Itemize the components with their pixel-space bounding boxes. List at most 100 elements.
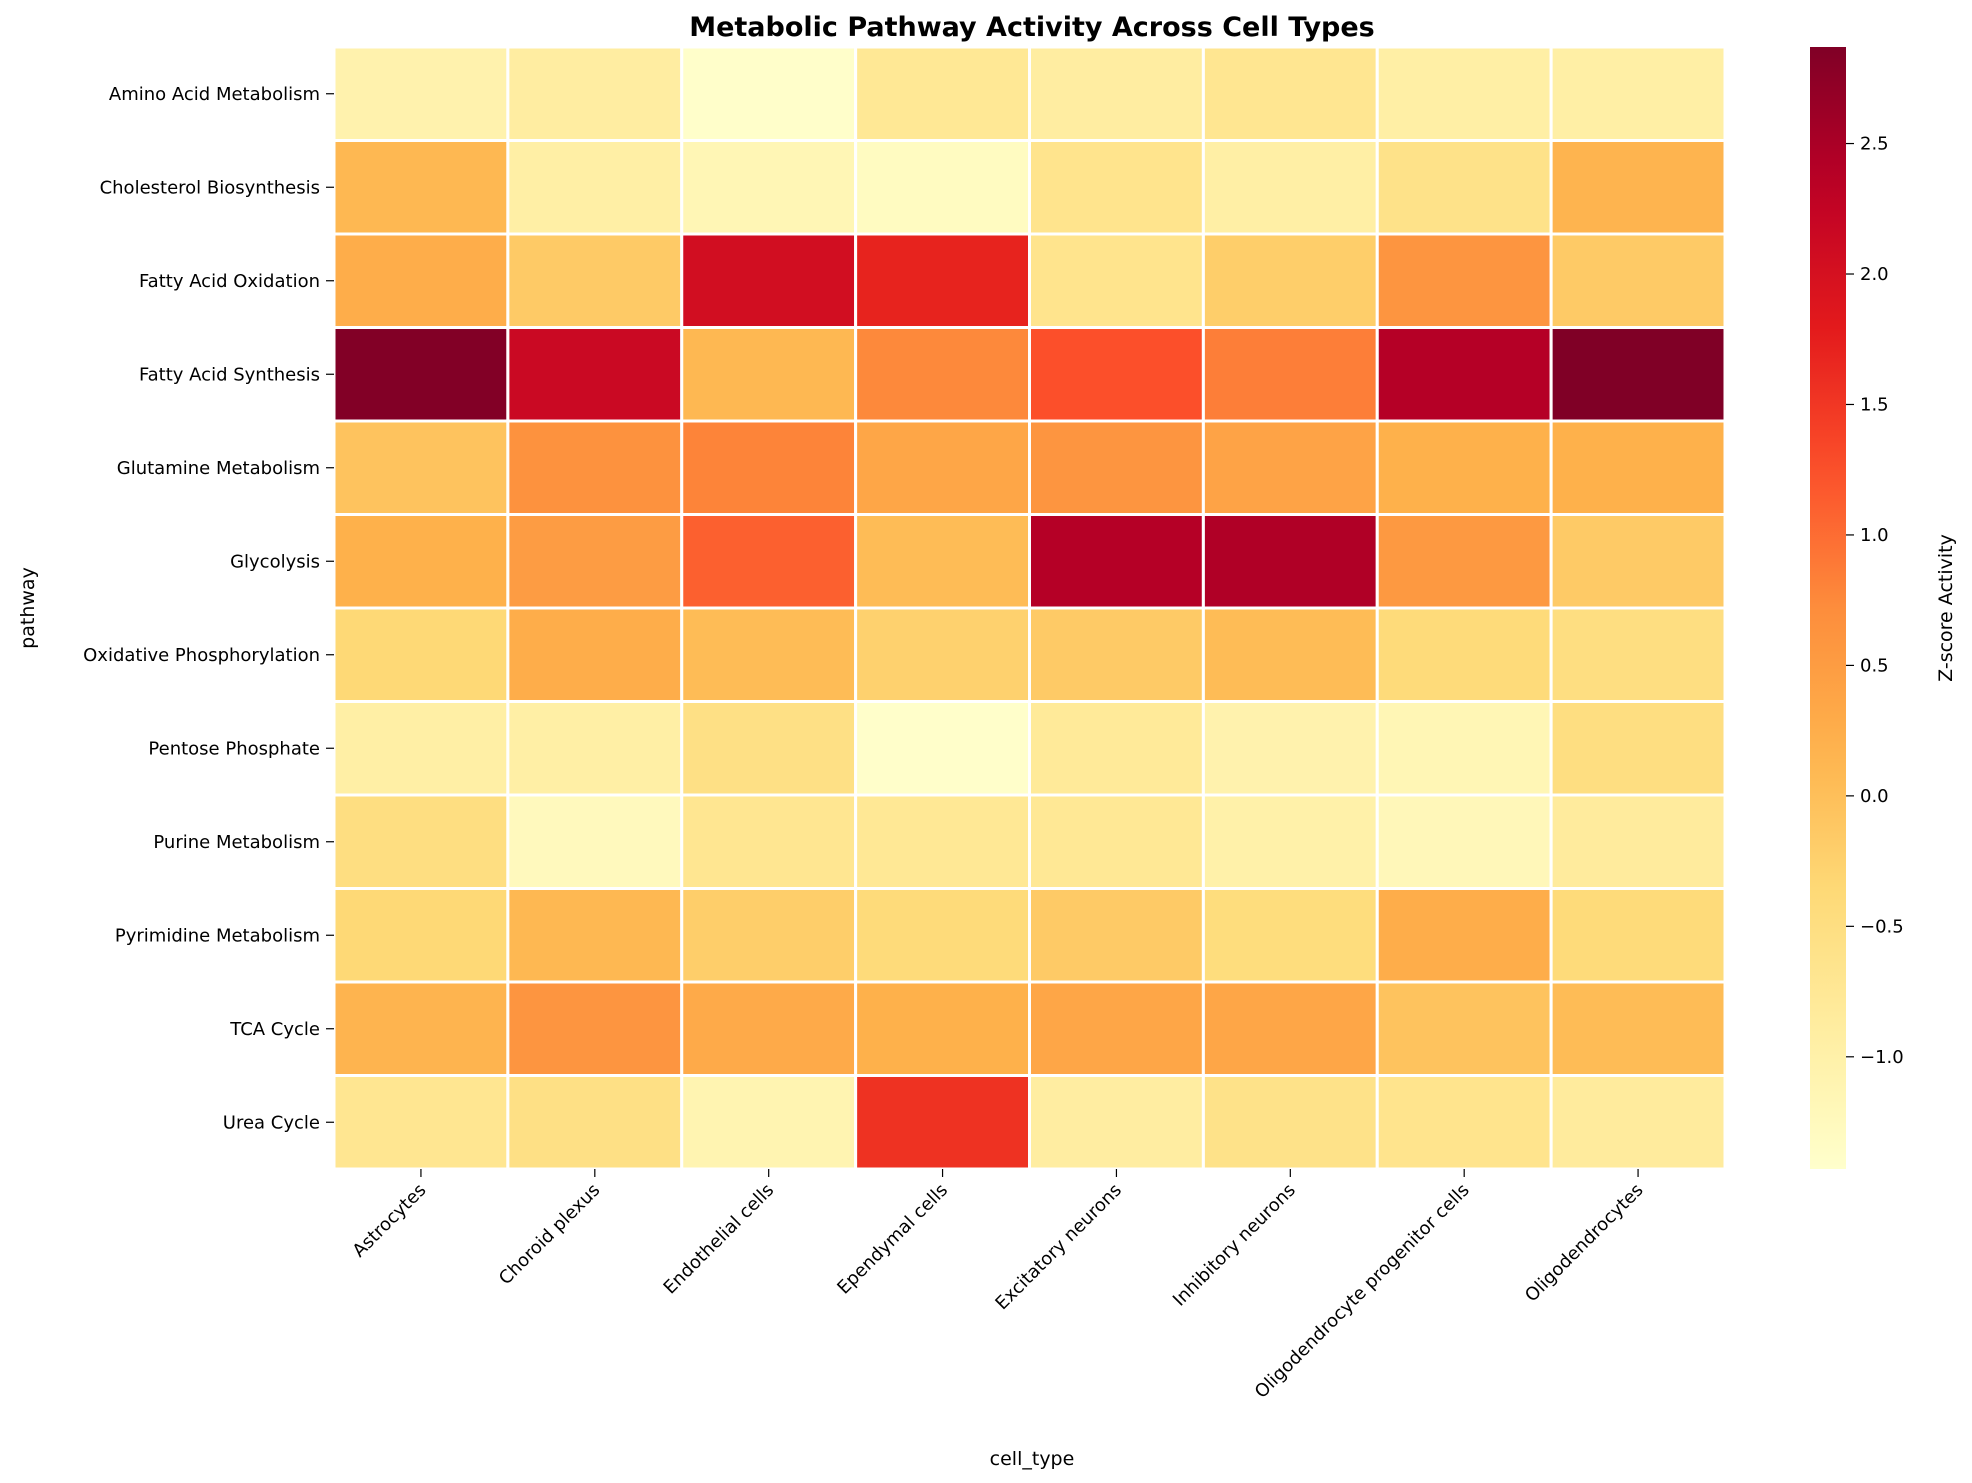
heatmap-cell — [1201, 232, 1379, 329]
row-label: Purine Metabolism — [153, 832, 320, 853]
colorbar-tick-label: 2.0 — [1860, 264, 1889, 285]
heatmap-cell — [332, 232, 510, 329]
heatmap-cell — [1549, 513, 1727, 610]
row-label: Fatty Acid Synthesis — [139, 364, 320, 385]
row-label: TCA Cycle — [229, 1019, 320, 1040]
column-label: Choroid plexus — [495, 1180, 604, 1289]
heatmap-cell — [1549, 45, 1727, 142]
column-label: Oligodendrocyte progenitor cells — [1251, 1180, 1474, 1403]
column-label: Astrocytes — [349, 1180, 431, 1262]
heatmap-cell — [1375, 700, 1553, 797]
heatmap-cell — [1028, 419, 1205, 516]
heatmap-cell — [854, 513, 1031, 610]
heatmap-cell — [1028, 45, 1205, 142]
row-label: Pentose Phosphate — [148, 738, 320, 759]
heatmap-cell — [1549, 700, 1727, 797]
heatmap-cell — [1549, 980, 1727, 1077]
heatmap-cell — [1375, 139, 1553, 236]
row-label: Fatty Acid Oxidation — [139, 271, 320, 292]
heatmap-cell — [1549, 1074, 1727, 1171]
heatmap-cell — [506, 326, 684, 423]
heatmap-cell — [506, 232, 684, 329]
heatmap-cell — [1549, 793, 1727, 890]
heatmap-cells — [332, 45, 1727, 1171]
row-label: Pyrimidine Metabolism — [115, 925, 320, 946]
heatmap-cell — [332, 793, 510, 890]
heatmap-cell — [1028, 793, 1205, 890]
heatmap-cell — [680, 326, 858, 423]
heatmap-cell — [506, 793, 684, 890]
column-label: Inhibitory neurons — [1169, 1180, 1300, 1311]
heatmap-cell — [332, 513, 510, 610]
colorbar-tick-label: 0.0 — [1860, 786, 1889, 807]
x-axis-label: cell_type — [990, 1448, 1075, 1470]
heatmap-cell — [1201, 980, 1379, 1077]
heatmap-cell — [332, 606, 510, 703]
colorbar-tick-label: −0.5 — [1860, 916, 1904, 937]
column-labels: Astrocytes Choroid plexus Endothelial cell… — [349, 1169, 1648, 1403]
heatmap-cell — [1201, 45, 1379, 142]
heatmap-cell — [1028, 139, 1205, 236]
heatmap-cell — [854, 232, 1031, 329]
heatmap-cell — [680, 45, 858, 142]
heatmap-cell — [332, 887, 510, 984]
heatmap-cell — [1375, 793, 1553, 890]
heatmap-cell — [1028, 700, 1205, 797]
heatmap-cell — [854, 326, 1031, 423]
heatmap-cell — [854, 606, 1031, 703]
heatmap-cell — [332, 700, 510, 797]
heatmap-cell — [1375, 232, 1553, 329]
heatmap-cell — [1375, 513, 1553, 610]
heatmap-cell — [680, 606, 858, 703]
colorbar-tick-label: 0.5 — [1860, 655, 1889, 676]
heatmap-cell — [1549, 419, 1727, 516]
heatmap-cell — [1201, 793, 1379, 890]
heatmap-cell — [1375, 419, 1553, 516]
heatmap-cell — [1549, 139, 1727, 236]
heatmap-cell — [1375, 1074, 1553, 1171]
heatmap-cell — [854, 793, 1031, 890]
row-label: Glycolysis — [230, 551, 320, 572]
heatmap-cell — [854, 45, 1031, 142]
chart-title: Metabolic Pathway Activity Across Cell T… — [689, 12, 1375, 43]
heatmap-cell — [854, 980, 1031, 1077]
heatmap-cell — [680, 139, 858, 236]
row-label: Urea Cycle — [223, 1112, 320, 1133]
heatmap-cell — [1375, 326, 1553, 423]
heatmap-cell — [680, 1074, 858, 1171]
heatmap-cell — [1201, 606, 1379, 703]
heatmap-cell — [506, 513, 684, 610]
heatmap-cell — [332, 139, 510, 236]
heatmap-cell — [506, 606, 684, 703]
row-labels: Amino Acid Metabolism Cholesterol Biosynt… — [83, 84, 334, 1133]
heatmap-cell — [1549, 232, 1727, 329]
heatmap-cell — [1028, 887, 1205, 984]
heatmap-cell — [1201, 139, 1379, 236]
heatmap-cell — [1549, 606, 1727, 703]
heatmap-cell — [332, 1074, 510, 1171]
heatmap-cell — [1028, 513, 1205, 610]
heatmap-cell — [1028, 980, 1205, 1077]
heatmap-cell — [506, 1074, 684, 1171]
colorbar-ticks: 2.5 2.0 1.5 1.0 0.5 0.0 −0.5 −1.0 — [1846, 134, 1904, 1068]
heatmap-cell — [332, 980, 510, 1077]
heatmap-cell — [854, 419, 1031, 516]
heatmap-cell — [680, 419, 858, 516]
heatmap-cell — [854, 1074, 1031, 1171]
heatmap-cell — [1201, 513, 1379, 610]
heatmap-cell — [854, 700, 1031, 797]
row-label: Amino Acid Metabolism — [109, 84, 320, 105]
colorbar-tick-label: 2.5 — [1860, 134, 1889, 155]
heatmap-cell — [332, 419, 510, 516]
colorbar-label: Z-score Activity — [1935, 534, 1957, 682]
column-label: Endothelial cells — [660, 1180, 779, 1299]
heatmap-cell — [1028, 232, 1205, 329]
heatmap-cell — [1375, 980, 1553, 1077]
heatmap-cell — [1201, 887, 1379, 984]
heatmap-cell — [1549, 887, 1727, 984]
heatmap-cell — [854, 139, 1031, 236]
row-label: Glutamine Metabolism — [117, 458, 320, 479]
heatmap-cell — [680, 887, 858, 984]
heatmap-cell — [506, 45, 684, 142]
